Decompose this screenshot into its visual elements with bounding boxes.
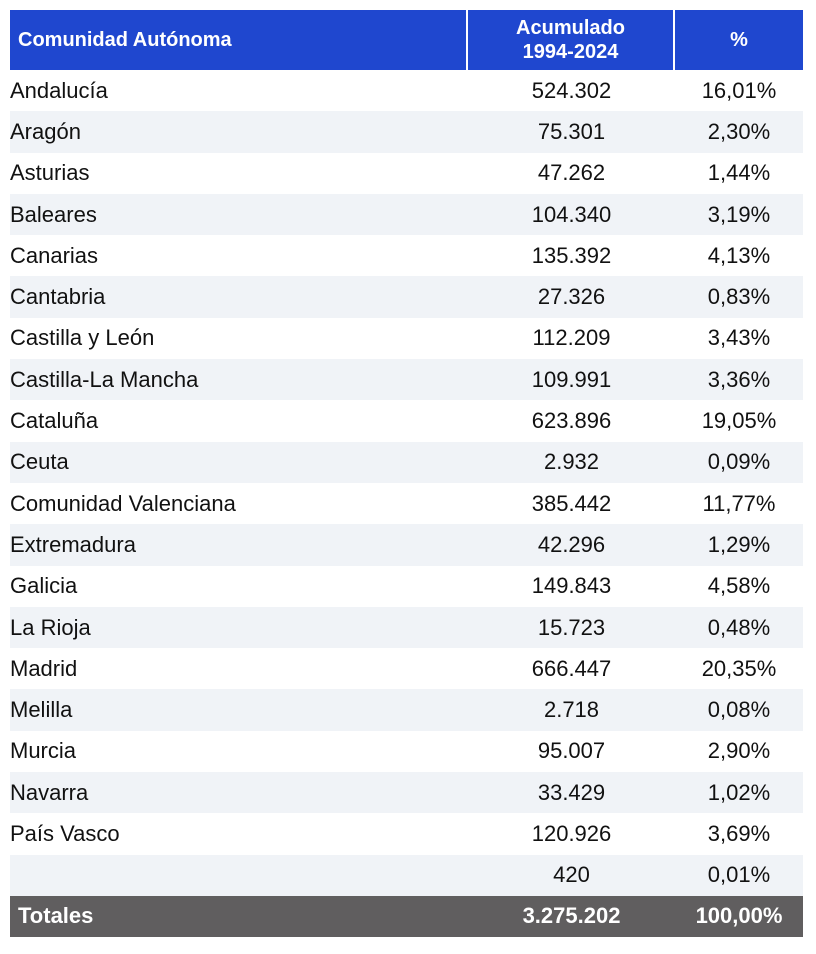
row-name: Andalucía — [10, 77, 108, 103]
row-name: La Rioja — [10, 614, 91, 640]
table-row: Andalucía 524.302 16,01% — [10, 70, 803, 111]
row-name: Galicia — [10, 573, 78, 599]
row-pct: 1,44% — [707, 160, 771, 186]
table-row: Galicia 149.843 4,58% — [10, 566, 803, 607]
table-row: Extremadura 42.296 1,29% — [10, 524, 803, 566]
table-row: País Vasco 120.926 3,69% — [10, 813, 803, 854]
row-name: Murcia — [10, 738, 77, 764]
row-pct: 3,69% — [707, 820, 771, 846]
row-pct: 0,01% — [707, 862, 771, 888]
row-value: 524.302 — [531, 77, 612, 103]
row-name: Comunidad Valenciana — [10, 490, 236, 516]
row-name: Castilla-La Mancha — [10, 366, 199, 392]
row-value: 42.296 — [537, 531, 606, 557]
header-acumulado-line1: Acumulado — [516, 17, 625, 39]
row-name: Extremadura — [10, 531, 136, 557]
row-pct: 3,43% — [707, 325, 771, 351]
totals-pct: 100,00% — [695, 903, 783, 929]
row-pct: 1,02% — [707, 779, 771, 805]
row-name: Ceuta — [10, 449, 69, 475]
row-value: 666.447 — [531, 655, 612, 681]
table-row: Castilla-La Mancha 109.991 3,36% — [10, 359, 803, 401]
row-pct: 16,01% — [701, 77, 777, 103]
row-value: 112.209 — [532, 325, 611, 351]
row-value: 2.718 — [543, 697, 600, 723]
row-value: 109.991 — [531, 366, 612, 392]
row-value: 15.723 — [537, 614, 606, 640]
table-row: Melilla 2.718 0,08% — [10, 689, 803, 731]
row-name: Cantabria — [10, 284, 106, 310]
table-row: Madrid 666.447 20,35% — [10, 648, 803, 689]
row-value: 95.007 — [537, 738, 606, 764]
totals-value: 3.275.202 — [522, 903, 621, 929]
row-name: Castilla y León — [10, 325, 155, 351]
row-value: 623.896 — [531, 408, 612, 434]
row-pct: 19,05% — [701, 408, 777, 434]
header-acumulado: Acumulado 1994-2024 — [468, 10, 675, 70]
row-name: Aragón — [10, 118, 81, 144]
row-value: 149.843 — [531, 573, 612, 599]
row-name: Baleares — [10, 201, 97, 227]
row-value: 33.429 — [537, 779, 606, 805]
row-pct: 2,30% — [707, 118, 771, 144]
table-row: Navarra 33.429 1,02% — [10, 772, 803, 814]
row-name: Melilla — [10, 697, 73, 723]
row-pct: 3,36% — [707, 366, 771, 392]
row-pct: 1,29% — [707, 531, 771, 557]
row-pct: 0,09% — [707, 449, 771, 475]
table-row: Castilla y León 112.209 3,43% — [10, 318, 803, 359]
row-name: Canarias — [10, 242, 99, 268]
table-row: La Rioja 15.723 0,48% — [10, 606, 803, 649]
table-body: Andalucía 524.302 16,01% Aragón 75.301 2,30% A… — [10, 70, 803, 896]
row-value: 2.932 — [543, 449, 600, 475]
table-row: 420 0,01% — [10, 854, 803, 896]
table-row: Cataluña 623.896 19,05% — [10, 400, 803, 441]
row-value: 27.326 — [537, 284, 606, 310]
header-percent: % — [730, 28, 748, 51]
row-value: 135.392 — [531, 242, 612, 268]
row-pct: 3,19% — [707, 201, 771, 227]
table-row: Cantabria 27.326 0,83% — [10, 276, 803, 318]
totals-row: Totales 3.275.202 100,00% — [10, 895, 803, 937]
table-row: Ceuta 2.932 0,09% — [10, 441, 803, 483]
table-row: Asturias 47.262 1,44% — [10, 153, 803, 194]
table-header: Comunidad Autónoma Acumulado 1994-2024 % — [10, 10, 803, 70]
totals-label: Totales — [18, 903, 94, 929]
row-pct: 4,58% — [707, 573, 771, 599]
table-row: Murcia 95.007 2,90% — [10, 731, 803, 772]
row-pct: 0,08% — [707, 697, 771, 723]
row-pct: 4,13% — [707, 242, 771, 268]
row-pct: 2,90% — [707, 738, 771, 764]
table-row: Aragón 75.301 2,30% — [10, 111, 803, 153]
row-value: 120.926 — [531, 820, 612, 846]
row-pct: 0,48% — [707, 614, 771, 640]
row-pct: 11,77% — [702, 490, 776, 516]
row-name: Asturias — [10, 160, 90, 186]
row-name: Cataluña — [10, 408, 99, 434]
header-comunidad: Comunidad Autónoma — [10, 10, 468, 70]
row-name: Navarra — [10, 779, 89, 805]
table-row: Canarias 135.392 4,13% — [10, 235, 803, 276]
row-name: País Vasco — [10, 820, 120, 846]
row-value: 75.301 — [537, 118, 606, 144]
table-row: Baleares 104.340 3,19% — [10, 193, 803, 236]
row-value: 420 — [553, 862, 590, 888]
data-table: Comunidad Autónoma Acumulado 1994-2024 %… — [10, 10, 803, 937]
row-pct: 0,83% — [707, 284, 771, 310]
row-value: 385.442 — [531, 490, 612, 516]
header-acumulado-line2: 1994-2024 — [522, 41, 619, 63]
row-value: 47.262 — [537, 160, 606, 186]
table-row: Comunidad Valenciana 385.442 11,77% — [10, 483, 803, 524]
row-pct: 20,35% — [701, 655, 777, 681]
row-name: Madrid — [10, 655, 78, 681]
row-value: 104.340 — [531, 201, 612, 227]
